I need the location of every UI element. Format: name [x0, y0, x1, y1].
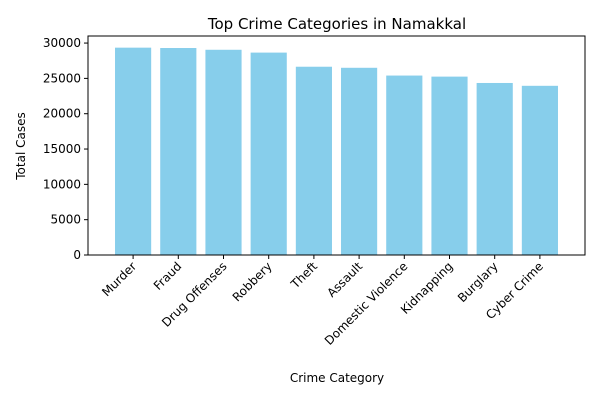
y-tick-label: 30000	[43, 36, 81, 50]
bar-burglary	[476, 82, 513, 255]
x-tick-label: Domestic Violence	[322, 259, 411, 348]
bar-assault	[341, 67, 378, 256]
y-axis: 0 5000 10000 15000 20000 25000 30000	[43, 36, 88, 262]
chart-title: Top Crime Categories in Namakkal	[207, 15, 466, 33]
bar-theft	[295, 66, 332, 255]
x-tick-label: Murder	[99, 259, 139, 299]
bar-fraud	[160, 48, 197, 256]
x-axis-label: Crime Category	[290, 371, 384, 385]
bar-domestic-violence	[386, 75, 423, 256]
y-tick-label: 15000	[43, 142, 81, 156]
y-tick-label: 5000	[50, 213, 81, 227]
bar-robbery	[250, 52, 287, 256]
x-tick-label: Burglary	[455, 259, 501, 305]
bar-drug-offenses	[205, 49, 242, 256]
x-tick-label: Fraud	[151, 259, 185, 293]
y-tick-label: 10000	[43, 177, 81, 191]
bars-group	[115, 47, 558, 256]
x-tick-label: Theft	[287, 259, 320, 292]
bar-murder	[115, 47, 152, 256]
y-tick-label: 25000	[43, 71, 81, 85]
y-tick-label: 20000	[43, 107, 81, 121]
plot-frame	[87, 35, 586, 256]
y-axis-label: Total Cases	[14, 112, 28, 180]
x-tick-label: Assault	[324, 259, 365, 300]
x-tick-label: Robbery	[230, 259, 275, 304]
y-tick-label: 0	[73, 248, 81, 262]
bar-kidnapping	[431, 76, 468, 255]
bar-cyber-crime	[521, 85, 558, 255]
